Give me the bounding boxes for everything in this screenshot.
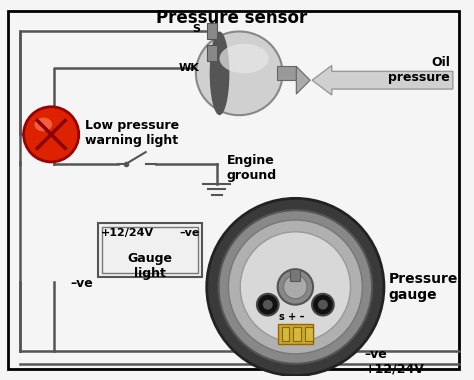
Circle shape <box>257 294 279 315</box>
Ellipse shape <box>219 44 269 73</box>
Bar <box>277 66 296 80</box>
Ellipse shape <box>196 32 283 115</box>
Circle shape <box>240 232 350 342</box>
Ellipse shape <box>210 32 229 115</box>
Circle shape <box>263 300 273 310</box>
Circle shape <box>219 210 372 364</box>
Bar <box>102 227 198 273</box>
Circle shape <box>278 269 313 305</box>
Circle shape <box>228 220 362 354</box>
Text: Engine
ground: Engine ground <box>227 154 276 182</box>
Text: –ve: –ve <box>71 277 93 290</box>
Bar <box>99 223 202 277</box>
Text: s + –: s + – <box>279 312 304 322</box>
Bar <box>293 327 301 341</box>
Circle shape <box>24 107 79 162</box>
Text: Low pressure
warning light: Low pressure warning light <box>85 119 179 147</box>
Bar <box>282 327 290 341</box>
Circle shape <box>318 300 328 310</box>
Bar <box>278 325 313 344</box>
Polygon shape <box>296 66 310 94</box>
Bar <box>291 269 300 281</box>
Bar <box>207 45 217 60</box>
Text: S: S <box>192 24 200 34</box>
Bar <box>207 23 217 39</box>
FancyArrow shape <box>312 65 453 95</box>
Ellipse shape <box>35 118 52 131</box>
Text: WK: WK <box>179 63 200 73</box>
Text: Pressure
gauge: Pressure gauge <box>389 272 458 302</box>
Text: Gauge
light: Gauge light <box>127 252 172 280</box>
Bar <box>305 327 313 341</box>
Text: +12/24V: +12/24V <box>364 363 424 376</box>
Text: –ve: –ve <box>180 228 200 238</box>
Text: –ve: –ve <box>364 348 387 361</box>
Circle shape <box>283 275 307 299</box>
Circle shape <box>312 294 334 315</box>
Text: Oil
pressure: Oil pressure <box>388 55 450 84</box>
Text: Pressure sensor: Pressure sensor <box>156 10 307 27</box>
Circle shape <box>207 198 384 375</box>
Text: +12/24V: +12/24V <box>100 228 154 238</box>
